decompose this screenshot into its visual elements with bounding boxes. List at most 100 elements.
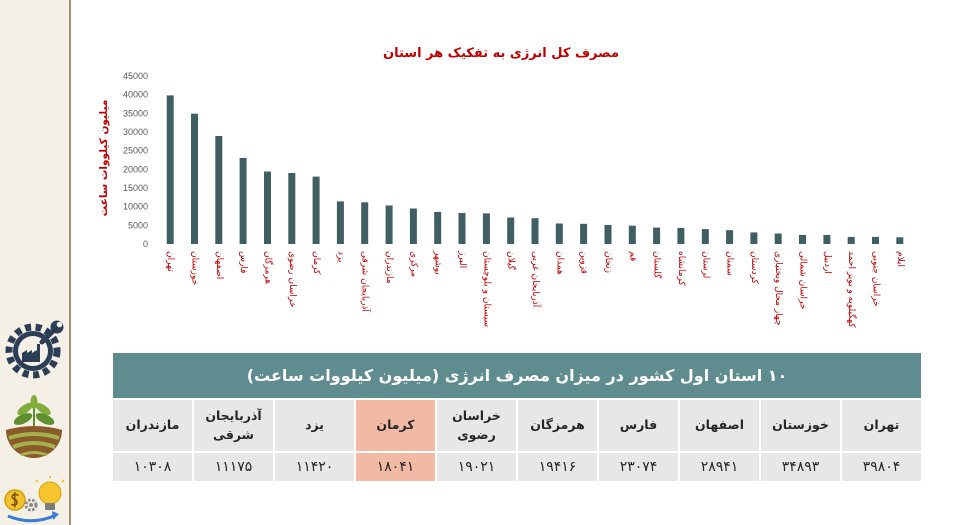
- bar: [409, 208, 417, 244]
- bar: [847, 236, 855, 244]
- bar: [361, 202, 369, 244]
- y-tick-label: 20000: [123, 164, 148, 174]
- table-header-cell: اصفهان: [680, 400, 759, 451]
- top10-provinces-table: ۱۰ استان اول کشور در میزان مصرف انرژی (م…: [113, 353, 921, 481]
- left-sidebar-strip: [0, 0, 71, 525]
- bar: [507, 217, 515, 244]
- header-label: کرمان: [376, 417, 415, 433]
- x-tick-label: اصفهان: [214, 251, 224, 279]
- x-tick-label: البرز: [457, 250, 467, 268]
- table-header-cell: آذربایجان شرقی: [194, 400, 273, 451]
- x-tick-label: کهگیلویه و بویر احمد: [846, 251, 858, 328]
- chart-title: مصرف کل انرژی به تفکیک هر استان: [383, 46, 619, 61]
- table-value-cell: ۱۱۴۲۰: [275, 453, 354, 481]
- table-header-row: تهران خوزستان اصفهان فارس هرمزگان خراسان…: [113, 398, 921, 451]
- y-axis-ticks: 0 5000 10000 15000 20000 25000 30000 35000 40000…: [123, 71, 148, 249]
- table-value-cell: ۱۱۱۷۵: [194, 453, 273, 481]
- x-tick-label: اردبیل: [822, 251, 832, 274]
- table-value-cell: ۲۸۹۴۱: [680, 453, 759, 481]
- table-header-cell: هرمزگان: [518, 400, 597, 451]
- bar: [434, 211, 442, 244]
- bar: [239, 157, 247, 244]
- table-caption: ۱۰ استان اول کشور در میزان مصرف انرژی (م…: [113, 353, 921, 398]
- x-tick-label: زنجان: [603, 251, 613, 273]
- bar: [726, 230, 734, 244]
- bar: [385, 205, 393, 244]
- bar: [799, 235, 806, 244]
- bar-series: [166, 95, 904, 245]
- x-tick-label: قم: [627, 251, 637, 261]
- bar: [166, 95, 174, 245]
- header-label: خوزستان: [772, 417, 829, 433]
- x-tick-label: هرمزگان: [263, 251, 275, 284]
- bar: [264, 171, 271, 244]
- y-tick-label: 25000: [123, 146, 148, 156]
- table-value-cell: ۱۹۴۱۶: [518, 453, 597, 481]
- bar: [458, 213, 466, 244]
- x-tick-label: مرکزی: [408, 251, 418, 277]
- energy-consumption-bar-chart: مصرف کل انرژی به تفکیک هر استان میلیون ک…: [98, 46, 905, 328]
- y-tick-label: 10000: [123, 202, 148, 212]
- x-tick-label: لرستان: [700, 251, 710, 278]
- bar: [215, 136, 223, 244]
- bar: [896, 237, 904, 244]
- x-tick-label: خوزستان: [190, 251, 200, 285]
- x-tick-label: کردستان: [749, 251, 759, 285]
- bar: [653, 227, 661, 244]
- table-value-cell: ۳۴۸۹۳: [761, 453, 840, 481]
- y-tick-label: 15000: [123, 183, 148, 193]
- x-tick-label: قزوین: [579, 251, 589, 274]
- y-tick-label: 0: [143, 239, 148, 249]
- table-value-cell: ۱۹۰۲۱: [437, 453, 516, 481]
- x-tick-label: آذربایجان غربی: [530, 251, 542, 308]
- table-header-cell: مازندران: [113, 400, 192, 451]
- x-tick-label: آذربایجان شرقی: [360, 251, 372, 312]
- bar: [580, 223, 588, 244]
- header-label: هرمزگان: [530, 417, 585, 433]
- header-label: فارس: [619, 417, 658, 433]
- bar: [191, 113, 198, 244]
- bar: [823, 235, 831, 244]
- x-axis-labels: تهران خوزستان اصفهان فارس هرمزگان خراسان رضوی…: [165, 250, 905, 328]
- x-tick-label: سیستان و بلوچستان: [481, 251, 491, 327]
- x-tick-label: خراسان رضوی: [287, 251, 297, 307]
- y-tick-label: 40000: [123, 90, 148, 100]
- header-label: آذربایجان شرقی: [205, 408, 262, 442]
- table-header-cell: فارس: [599, 400, 678, 451]
- x-tick-label: تهران: [165, 251, 175, 272]
- bar: [312, 176, 320, 244]
- table-value-cell: ۳۹۸۰۴: [842, 453, 921, 481]
- header-label: اصفهان: [695, 417, 744, 433]
- bar: [288, 173, 296, 244]
- bar: [774, 233, 782, 244]
- table-header-cell: خراسان رضوی: [437, 400, 516, 451]
- x-tick-label: فارس: [238, 251, 248, 273]
- y-tick-label: 45000: [123, 71, 148, 81]
- bar: [872, 236, 879, 244]
- x-tick-label: گلستان: [652, 251, 664, 279]
- bar: [555, 223, 563, 244]
- x-tick-label: چهار محال وبختیاری: [773, 251, 783, 326]
- x-tick-label: خراسان جنوبی: [871, 251, 881, 307]
- bar: [628, 225, 636, 244]
- bar: [701, 229, 709, 244]
- y-tick-label: 35000: [123, 108, 148, 118]
- bar: [750, 232, 758, 244]
- y-tick-label: 5000: [128, 220, 148, 230]
- y-tick-label: 30000: [123, 127, 148, 137]
- table-header-cell: خوزستان: [761, 400, 840, 451]
- industry-gear-icon: [5, 320, 64, 379]
- agriculture-sprout-icon: [6, 395, 62, 458]
- x-tick-label: خراسان شمالی: [798, 251, 808, 310]
- table-header-cell: یزد: [275, 400, 354, 451]
- header-label: مازندران: [125, 417, 180, 433]
- table-value-cell: ۲۳۰۷۴: [599, 453, 678, 481]
- x-tick-label: گیلان: [506, 251, 518, 271]
- x-tick-label: ایلام: [895, 251, 905, 267]
- bar: [531, 218, 539, 244]
- x-tick-label: مازندران: [384, 251, 394, 284]
- x-tick-label: بوشهر: [433, 250, 443, 275]
- x-tick-label: کرمان: [311, 251, 321, 275]
- table-value-row: ۳۹۸۰۴ ۳۴۸۹۳ ۲۸۹۴۱ ۲۳۰۷۴ ۱۹۴۱۶ ۱۹۰۲۱ ۱۸۰۴…: [113, 451, 921, 481]
- x-tick-label: سمنان: [725, 251, 735, 276]
